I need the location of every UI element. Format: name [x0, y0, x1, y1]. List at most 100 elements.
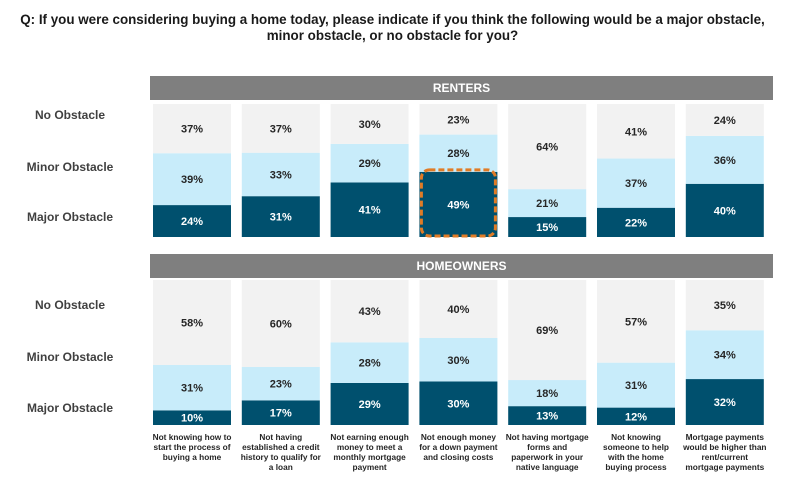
renters-value-none-4: 23% [447, 114, 469, 126]
renters-bar-none-6 [597, 104, 675, 159]
homeowners-value-major-6: 12% [625, 411, 647, 423]
category-label-5: Not having mortgage forms and paperwork … [505, 432, 589, 472]
renters-value-minor-5: 21% [536, 198, 558, 210]
homeowners-bar-major-1 [153, 410, 231, 425]
homeowners-bar-none-1 [153, 280, 231, 365]
renters-bar-major-3 [330, 182, 409, 237]
renters-minor-obstacle-label: Minor Obstacle [26, 160, 114, 174]
renters-value-none-3: 30% [359, 119, 381, 131]
homeowners-value-minor-1: 31% [181, 383, 203, 395]
renters-bar-none-2 [241, 104, 320, 153]
renters-bar-minor-1 [153, 153, 231, 206]
renters-value-major-2: 31% [270, 212, 292, 224]
renters-value-minor-4: 28% [447, 148, 469, 160]
homeowners-value-minor-2: 23% [270, 379, 292, 391]
homeowners-no-obstacle-label: No Obstacle [34, 298, 106, 312]
homeowners-value-major-4: 30% [447, 398, 469, 410]
renters-value-minor-3: 29% [359, 158, 381, 170]
homeowners-value-major-3: 29% [359, 399, 381, 411]
homeowners-value-minor-5: 18% [536, 388, 558, 400]
homeowners-value-none-6: 57% [625, 316, 647, 328]
renters-no-obstacle-label: No Obstacle [34, 108, 106, 122]
homeowners-value-major-5: 13% [536, 411, 558, 423]
renters-bar-minor-3 [330, 143, 409, 183]
homeowners-bar-none-2 [241, 280, 320, 367]
homeowners-bar-major-5 [508, 406, 587, 425]
homeowners-value-major-1: 10% [181, 413, 203, 425]
renters-major-obstacle-label: Major Obstacle [26, 210, 114, 224]
homeowners-value-minor-7: 34% [714, 350, 736, 362]
renters-bar-major-1 [153, 205, 231, 237]
renters-bar-major-5 [508, 217, 587, 237]
homeowners-bar-none-7 [685, 280, 764, 331]
renters-bar-none-4 [419, 104, 498, 135]
homeowners-value-none-1: 58% [181, 317, 203, 329]
renters-bar-major-7 [685, 183, 764, 237]
renters-bar-none-3 [330, 104, 409, 144]
homeowners-bar-major-7 [685, 379, 764, 425]
renters-bar-minor-2 [241, 152, 320, 197]
homeowners-value-major-7: 32% [714, 397, 736, 409]
homeowners-bar-minor-1 [153, 364, 231, 411]
renters-value-none-1: 37% [181, 124, 203, 136]
homeowners-minor-obstacle-label: Minor Obstacle [26, 350, 114, 364]
chart-title: Q: If you were considering buying a home… [20, 12, 765, 43]
renters-bar-major-2 [241, 196, 320, 237]
homeowners-value-minor-3: 28% [359, 358, 381, 370]
renters-value-minor-6: 37% [625, 178, 647, 190]
category-label-2: Not having established a credit history … [240, 432, 321, 472]
homeowners-bar-major-2 [241, 400, 320, 425]
renters-value-major-4: 49% [447, 199, 469, 211]
category-label-3: Not earning enough money to meet a month… [330, 432, 409, 472]
homeowners-bar-none-3 [330, 280, 409, 343]
renters-bar-none-5 [508, 104, 587, 190]
renters-bar-minor-7 [685, 135, 764, 184]
renters-value-major-3: 41% [359, 205, 381, 217]
homeowners-major-obstacle-label: Major Obstacle [26, 401, 114, 415]
renters-value-none-6: 41% [625, 126, 647, 138]
renters-bar-major-4 [419, 171, 498, 237]
category-label-1: Not knowing how to start the process of … [152, 432, 232, 462]
homeowners-value-none-3: 43% [359, 306, 381, 318]
renters-value-major-6: 22% [625, 217, 647, 229]
homeowners-bar-major-4 [419, 381, 498, 425]
homeowners-value-none-5: 69% [536, 325, 558, 337]
renters-bar-minor-5 [508, 189, 587, 218]
renters-bar-minor-4 [419, 134, 498, 172]
renters-value-minor-2: 33% [270, 169, 292, 181]
renters-value-major-7: 40% [714, 205, 736, 217]
renters-bar-minor-6 [597, 158, 675, 208]
homeowners-bar-none-4 [419, 280, 498, 338]
homeowners-bar-minor-7 [685, 330, 764, 380]
homeowners-value-none-2: 60% [270, 319, 292, 331]
homeowners-bar-minor-4 [419, 338, 498, 382]
homeowners-bar-minor-3 [330, 342, 409, 383]
renters-value-minor-1: 39% [181, 174, 203, 186]
homeowners-value-minor-4: 30% [447, 355, 469, 367]
homeowners-bar-major-6 [597, 407, 675, 425]
renters-value-none-2: 37% [270, 123, 292, 135]
renters-value-minor-7: 36% [714, 155, 736, 167]
panel-header-renters: RENTERS [150, 76, 773, 100]
homeowners-value-none-7: 35% [714, 300, 736, 312]
category-label-7: Mortgage payments would be higher than r… [683, 432, 767, 472]
highlight-box [419, 168, 497, 238]
homeowners-value-none-4: 40% [447, 304, 469, 316]
homeowners-bar-major-3 [330, 382, 409, 425]
renters-value-major-1: 24% [181, 216, 203, 228]
homeowners-value-minor-6: 31% [625, 380, 647, 392]
category-label-4: Not enough money for a down payment and … [419, 432, 498, 462]
homeowners-value-major-2: 17% [270, 408, 292, 420]
homeowners-bar-minor-6 [597, 362, 675, 408]
homeowners-bar-none-6 [597, 280, 675, 363]
renters-value-major-5: 15% [536, 222, 558, 234]
renters-bar-major-6 [597, 207, 675, 237]
renters-value-none-5: 64% [536, 142, 558, 154]
homeowners-bar-minor-5 [508, 380, 587, 407]
homeowners-bar-none-5 [508, 280, 587, 381]
category-label-6: Not knowing someone to help with the hom… [603, 432, 669, 472]
renters-bar-none-7 [685, 104, 764, 136]
renters-bar-none-1 [153, 104, 231, 154]
homeowners-bar-minor-2 [241, 367, 320, 401]
